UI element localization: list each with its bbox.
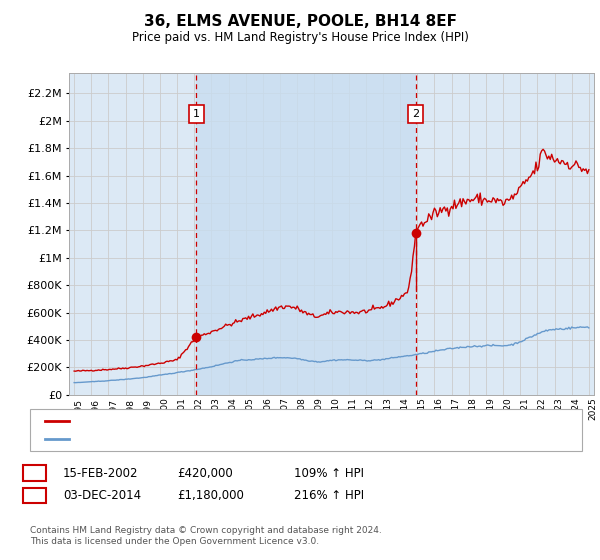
Text: 2014: 2014 bbox=[400, 398, 409, 421]
Text: Price paid vs. HM Land Registry's House Price Index (HPI): Price paid vs. HM Land Registry's House … bbox=[131, 31, 469, 44]
Text: 2008: 2008 bbox=[297, 398, 306, 421]
Text: £420,000: £420,000 bbox=[177, 466, 233, 480]
Text: 2013: 2013 bbox=[383, 398, 392, 421]
Text: 1: 1 bbox=[193, 109, 200, 119]
Text: 216% ↑ HPI: 216% ↑ HPI bbox=[294, 489, 364, 502]
Bar bbox=[196, 73, 416, 395]
Text: 2006: 2006 bbox=[263, 398, 272, 421]
Text: Contains HM Land Registry data © Crown copyright and database right 2024.
This d: Contains HM Land Registry data © Crown c… bbox=[30, 526, 382, 546]
Text: 36, ELMS AVENUE, POOLE, BH14 8EF: 36, ELMS AVENUE, POOLE, BH14 8EF bbox=[143, 14, 457, 29]
Text: 2004: 2004 bbox=[229, 398, 238, 421]
Text: 2024: 2024 bbox=[572, 398, 581, 420]
Text: 15-FEB-2002: 15-FEB-2002 bbox=[63, 466, 139, 480]
Text: 2017: 2017 bbox=[452, 398, 461, 421]
Text: 2: 2 bbox=[30, 489, 38, 502]
Text: 1995: 1995 bbox=[74, 398, 83, 421]
Text: HPI: Average price, detached house, Bournemouth Christchurch and Poole: HPI: Average price, detached house, Bour… bbox=[75, 434, 481, 444]
Text: 1996: 1996 bbox=[91, 398, 100, 421]
Text: 2021: 2021 bbox=[520, 398, 529, 421]
Text: 36, ELMS AVENUE, POOLE, BH14 8EF (detached house): 36, ELMS AVENUE, POOLE, BH14 8EF (detach… bbox=[75, 416, 376, 426]
Text: 2003: 2003 bbox=[211, 398, 220, 421]
Text: 1999: 1999 bbox=[143, 398, 152, 421]
Text: 2002: 2002 bbox=[194, 398, 203, 421]
Text: 1998: 1998 bbox=[125, 398, 134, 421]
Text: 2001: 2001 bbox=[177, 398, 186, 421]
Text: 03-DEC-2014: 03-DEC-2014 bbox=[63, 489, 141, 502]
Text: 109% ↑ HPI: 109% ↑ HPI bbox=[294, 466, 364, 480]
Text: 2: 2 bbox=[412, 109, 419, 119]
Text: 2023: 2023 bbox=[554, 398, 563, 421]
Text: 2025: 2025 bbox=[589, 398, 598, 421]
Text: 2020: 2020 bbox=[503, 398, 512, 421]
Text: 2000: 2000 bbox=[160, 398, 169, 421]
Text: 1: 1 bbox=[30, 466, 38, 480]
Text: 2018: 2018 bbox=[469, 398, 478, 421]
Text: 2012: 2012 bbox=[366, 398, 375, 421]
Text: £1,180,000: £1,180,000 bbox=[177, 489, 244, 502]
Text: 2022: 2022 bbox=[538, 398, 547, 420]
Text: 2015: 2015 bbox=[417, 398, 426, 421]
Text: 2005: 2005 bbox=[246, 398, 255, 421]
Text: 2016: 2016 bbox=[434, 398, 443, 421]
Text: 2007: 2007 bbox=[280, 398, 289, 421]
Text: 2009: 2009 bbox=[314, 398, 323, 421]
Text: 2011: 2011 bbox=[349, 398, 358, 421]
Text: 2019: 2019 bbox=[486, 398, 495, 421]
Text: 2010: 2010 bbox=[331, 398, 341, 421]
Text: 1997: 1997 bbox=[109, 398, 118, 421]
